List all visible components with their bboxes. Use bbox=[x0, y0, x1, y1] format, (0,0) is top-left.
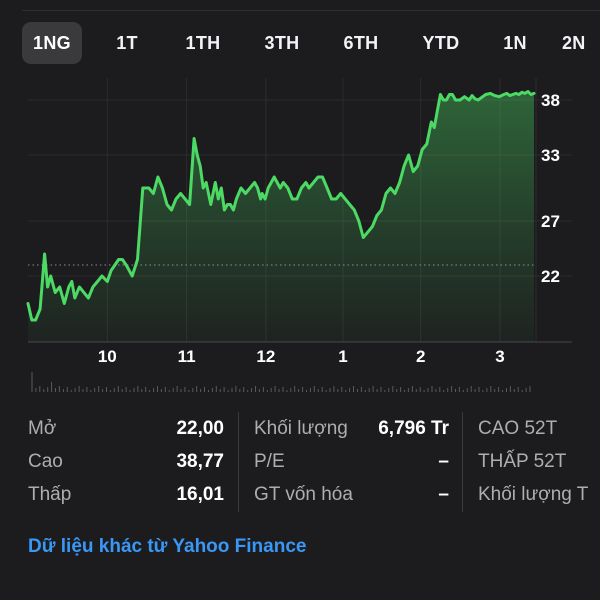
stats-column-price: Mở 22,00 Cao 38,77 Thấp 16,01 bbox=[28, 412, 224, 512]
stat-row-avg-volume: Khối lượng T bbox=[478, 483, 600, 507]
stat-value: 38,77 bbox=[176, 451, 224, 472]
volume-strip bbox=[31, 372, 531, 392]
stat-label: Cao bbox=[28, 451, 63, 472]
stat-label: P/E bbox=[254, 451, 285, 472]
tab-1-year[interactable]: 1N bbox=[503, 33, 527, 53]
y-tick-label: 27 bbox=[541, 212, 560, 231]
chart-area bbox=[28, 91, 534, 342]
tab-6-months[interactable]: 6TH bbox=[343, 33, 379, 53]
x-tick-label: 1 bbox=[338, 347, 347, 366]
stats-column-volume: Khối lượng 6,796 Tr P/E – GT vốn hóa – bbox=[238, 412, 449, 512]
stat-label: CAO 52T bbox=[478, 418, 558, 439]
stat-value: – bbox=[438, 451, 449, 472]
y-tick-label: 22 bbox=[541, 267, 560, 286]
price-line bbox=[26, 90, 536, 322]
tab-ytd[interactable]: YTD bbox=[422, 33, 460, 53]
stat-label: Khối lượng bbox=[254, 418, 348, 439]
x-tick-label: 11 bbox=[178, 347, 196, 366]
price-area-fill bbox=[28, 91, 534, 342]
y-tick-label: 38 bbox=[541, 91, 560, 110]
tab-3-months[interactable]: 3TH bbox=[264, 33, 300, 53]
tab-1-day[interactable]: 1NG bbox=[22, 22, 82, 64]
tab-1-month[interactable]: 1TH bbox=[185, 33, 221, 53]
tab-2-years[interactable]: 2N bbox=[562, 33, 586, 53]
x-axis-ticks: 10 11 12 1 2 3 bbox=[98, 347, 505, 366]
stat-row-low: Thấp 16,01 bbox=[28, 483, 224, 507]
x-tick-label: 12 bbox=[256, 347, 275, 366]
time-range-tabs: 1NG 1T 1TH 3TH 6TH YTD 1N 2N bbox=[0, 22, 600, 64]
stat-value: 22,00 bbox=[176, 418, 224, 439]
stat-value: 16,01 bbox=[176, 484, 224, 505]
stat-label: Thấp bbox=[28, 484, 72, 505]
stats-column-52-week: CAO 52T THẤP 52T Khối lượng T bbox=[462, 412, 600, 512]
stat-row-52-week-low: THẤP 52T bbox=[478, 450, 600, 474]
x-tick-label: 3 bbox=[495, 347, 504, 366]
top-divider bbox=[22, 10, 600, 11]
stat-label: Khối lượng T bbox=[478, 484, 589, 505]
stat-value: 6,796 Tr bbox=[378, 418, 449, 439]
stats-panel: Mở 22,00 Cao 38,77 Thấp 16,01 Khối lượng… bbox=[0, 412, 600, 512]
y-axis-ticks: 38 33 27 22 bbox=[541, 91, 560, 286]
stat-value: – bbox=[438, 484, 449, 505]
stat-row-pe: P/E – bbox=[254, 450, 449, 474]
y-tick-label: 33 bbox=[541, 146, 560, 165]
stat-row-high: Cao 38,77 bbox=[28, 450, 224, 474]
stat-label: Mở bbox=[28, 418, 57, 439]
stat-row-52-week-high: CAO 52T bbox=[478, 417, 600, 441]
stat-row-market-cap: GT vốn hóa – bbox=[254, 483, 449, 507]
stat-row-volume: Khối lượng 6,796 Tr bbox=[254, 417, 449, 441]
yahoo-finance-link[interactable]: Dữ liệu khác từ Yahoo Finance bbox=[28, 536, 307, 557]
tab-1-week[interactable]: 1T bbox=[116, 33, 138, 53]
chart-line bbox=[26, 90, 536, 322]
stat-label: THẤP 52T bbox=[478, 451, 567, 472]
x-tick-label: 2 bbox=[416, 347, 425, 366]
x-tick-label: 10 bbox=[98, 347, 117, 366]
stat-label: GT vốn hóa bbox=[254, 484, 353, 505]
stat-row-open: Mở 22,00 bbox=[28, 417, 224, 441]
